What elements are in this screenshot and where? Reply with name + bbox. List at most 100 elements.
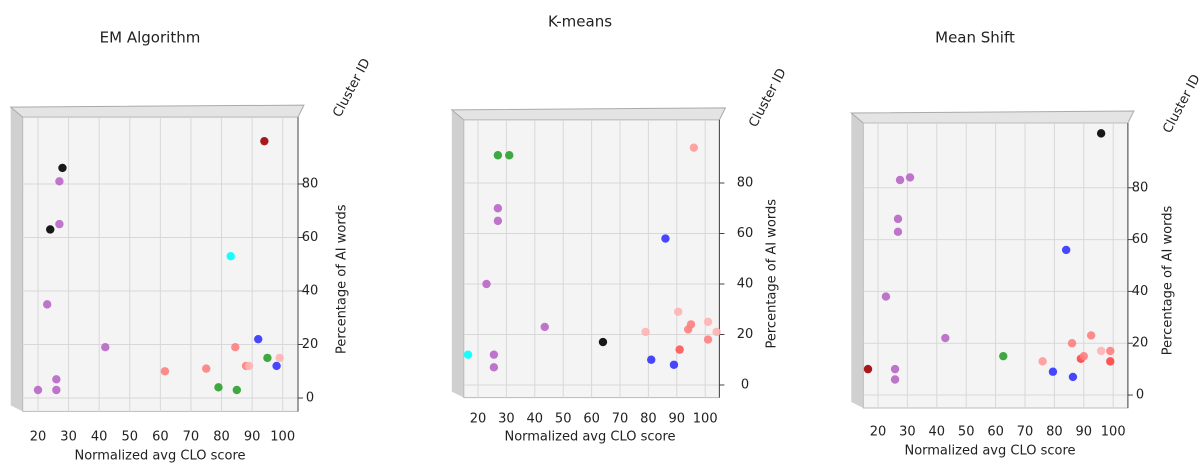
point bbox=[999, 351, 1008, 361]
x-tick-label: 100 bbox=[270, 430, 295, 445]
point bbox=[482, 279, 491, 289]
side-pane bbox=[851, 113, 864, 408]
point bbox=[33, 385, 43, 395]
point bbox=[905, 173, 915, 182]
x-tick-label: 50 bbox=[958, 425, 975, 440]
y-tick-label: 0 bbox=[306, 391, 314, 406]
point bbox=[489, 350, 499, 359]
x-tick-label: 20 bbox=[30, 430, 47, 445]
x-tick-label: 70 bbox=[1017, 425, 1034, 440]
point bbox=[52, 385, 61, 395]
y-tick-label: 80 bbox=[1132, 180, 1149, 195]
chart-title: K-means bbox=[548, 13, 612, 31]
top-pane bbox=[450, 107, 727, 121]
y-tick-label: 60 bbox=[1132, 232, 1149, 247]
y-tick-label: 20 bbox=[302, 337, 319, 352]
side-pane bbox=[451, 109, 464, 398]
point bbox=[686, 320, 696, 329]
point bbox=[941, 333, 950, 343]
x-tick-label: 100 bbox=[693, 412, 718, 427]
chart-title: EM Algorithm bbox=[100, 29, 201, 47]
point bbox=[863, 364, 873, 374]
point bbox=[260, 136, 269, 146]
point bbox=[55, 219, 64, 229]
x-tick-label: 60 bbox=[583, 412, 600, 427]
point bbox=[214, 383, 223, 392]
x-tick-label: 70 bbox=[612, 412, 629, 427]
y-tick-label: 0 bbox=[1136, 388, 1144, 403]
y-tick-label: 20 bbox=[737, 327, 754, 342]
point bbox=[463, 350, 473, 359]
x-tick-label: 60 bbox=[987, 425, 1004, 440]
point bbox=[1086, 331, 1096, 340]
point bbox=[712, 327, 721, 337]
x-tick-label: 40 bbox=[929, 425, 946, 440]
side-pane bbox=[10, 107, 23, 412]
y-tick-label: 60 bbox=[737, 226, 754, 241]
z-axis-label: Cluster ID bbox=[746, 66, 789, 130]
point bbox=[1096, 129, 1106, 138]
x-tick-label: 20 bbox=[870, 425, 887, 440]
point bbox=[703, 335, 713, 344]
point bbox=[689, 143, 699, 152]
y-axis-label: Percentage of AI words bbox=[1161, 206, 1176, 356]
x-tick-label: 40 bbox=[91, 430, 108, 445]
x-axis-label: Normalized avg CLO score bbox=[74, 449, 245, 464]
y-axis-label: Percentage of AI words bbox=[335, 204, 350, 354]
point bbox=[598, 337, 608, 347]
panel: 20 30 40 50 60 70 80 90 100 0 20 40 60 80 Mean Shift No… bbox=[849, 29, 1203, 459]
point bbox=[661, 234, 670, 243]
point bbox=[1106, 346, 1115, 356]
top-pane bbox=[849, 110, 1135, 124]
point bbox=[1068, 372, 1078, 382]
x-tick-label: 80 bbox=[213, 430, 230, 445]
point bbox=[895, 175, 905, 185]
x-tick-label: 90 bbox=[669, 412, 686, 427]
y-tick-label: 20 bbox=[1132, 336, 1149, 351]
point bbox=[244, 361, 254, 371]
top-pane bbox=[9, 104, 305, 118]
x-tick-label: 80 bbox=[1046, 425, 1063, 440]
point bbox=[641, 327, 650, 337]
point bbox=[881, 292, 891, 301]
x-tick-label: 60 bbox=[152, 430, 169, 445]
point bbox=[674, 307, 683, 316]
point bbox=[493, 204, 503, 213]
x-tick-label: 80 bbox=[640, 412, 657, 427]
y-tick-label: 40 bbox=[737, 276, 754, 291]
point bbox=[275, 353, 284, 363]
point bbox=[1096, 346, 1106, 356]
x-tick-label: 20 bbox=[470, 412, 487, 427]
chart-title: Mean Shift bbox=[935, 29, 1015, 47]
point bbox=[1048, 367, 1058, 376]
point bbox=[1079, 351, 1089, 361]
x-tick-label: 90 bbox=[244, 430, 261, 445]
y-tick-label: 80 bbox=[302, 176, 319, 191]
x-tick-label: 50 bbox=[121, 430, 138, 445]
y-tick-label: 0 bbox=[741, 377, 749, 392]
point bbox=[160, 367, 170, 376]
point bbox=[489, 363, 499, 372]
point bbox=[1106, 357, 1115, 366]
panel: 20 30 40 50 60 70 80 90 100 0 20 40 60 80 K-means Norma… bbox=[450, 13, 790, 445]
point bbox=[226, 252, 235, 261]
z-axis-label: Cluster ID bbox=[1160, 72, 1203, 136]
point bbox=[890, 364, 900, 374]
point bbox=[669, 360, 679, 369]
x-axis-label: Normalized avg CLO score bbox=[504, 430, 675, 445]
point bbox=[1067, 339, 1077, 348]
point bbox=[55, 177, 64, 186]
y-axis-label: Percentage of AI words bbox=[765, 199, 780, 349]
point bbox=[272, 361, 281, 371]
panel: 20 30 40 50 60 70 80 90 100 0 20 40 60 80 EM Algorithm… bbox=[9, 29, 374, 464]
x-tick-label: 40 bbox=[527, 412, 544, 427]
point bbox=[505, 151, 514, 160]
y-tick-label: 40 bbox=[1132, 284, 1149, 299]
point bbox=[890, 375, 900, 384]
point bbox=[263, 353, 272, 363]
x-tick-label: 50 bbox=[555, 412, 572, 427]
point bbox=[101, 342, 110, 352]
point bbox=[46, 225, 55, 234]
point bbox=[231, 342, 240, 352]
point bbox=[493, 216, 503, 226]
